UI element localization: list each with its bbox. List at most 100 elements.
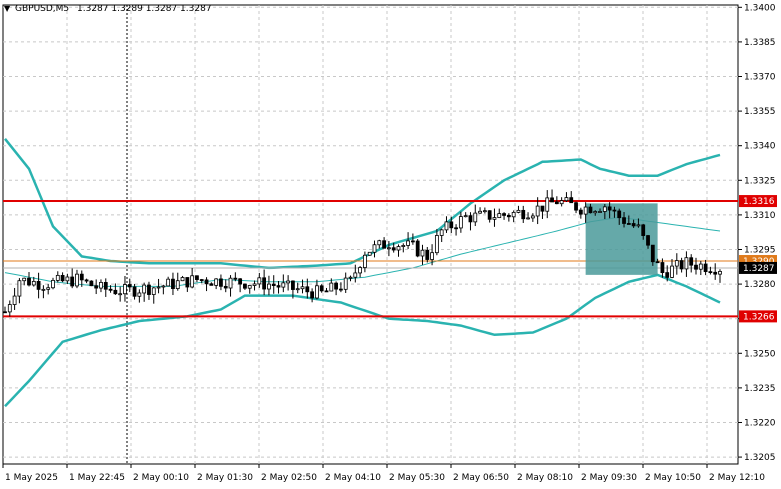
current-price-label: 1.3287 (743, 264, 775, 274)
candle-bear (185, 277, 190, 288)
candle-bear (319, 285, 324, 292)
bollinger-upper-line (4, 138, 721, 270)
y-tick-label: 1.3370 (744, 73, 776, 83)
candle-bull (718, 271, 722, 275)
y-tick-label: 1.3325 (744, 176, 776, 186)
candle-bull (593, 211, 598, 214)
candle-bear (449, 221, 454, 229)
candle-bull (530, 215, 535, 219)
candle-bear (127, 284, 132, 288)
plot-frame (2, 4, 739, 465)
candle-bull (295, 288, 300, 291)
x-tick-label: 2 May 10:50 (645, 473, 701, 483)
candle-bear (271, 283, 276, 286)
candle-bear (391, 247, 396, 251)
candle-bull (41, 288, 46, 291)
candles (3, 189, 722, 317)
candle-bear (622, 217, 626, 224)
level-price-label-bg (739, 310, 777, 323)
x-tick-label: 1 May 2025 (5, 473, 58, 483)
candle-bull (12, 295, 17, 305)
y-tick-label: 1.3295 (744, 245, 776, 255)
candle-bull (142, 284, 147, 294)
candle-bear (617, 210, 622, 219)
x-tick-label: 2 May 06:50 (453, 473, 509, 483)
candle-bear (713, 271, 718, 275)
candle-bull (31, 281, 36, 286)
candle-bear (339, 288, 343, 291)
candle-bull (497, 213, 502, 218)
candle-bear (425, 249, 430, 260)
current-price-label-bg (739, 261, 777, 274)
candle-bear (291, 280, 295, 290)
x-tick-label: 2 May 01:30 (197, 473, 253, 483)
candle-bear (238, 278, 243, 285)
x-tick-label: 1 May 22:45 (69, 473, 125, 483)
candle-bear (305, 286, 310, 293)
y-tick-label: 1.3385 (744, 38, 776, 48)
candle-bear (3, 311, 7, 314)
candle-bull (362, 254, 367, 268)
candle-bear (578, 209, 583, 215)
y-tick-label: 1.3250 (744, 349, 776, 359)
candle-bear (708, 271, 713, 274)
candle-bull (401, 245, 406, 247)
candle-bear (569, 197, 574, 204)
candle-bull (674, 260, 679, 267)
candle-bear (694, 264, 698, 270)
candle-bear (550, 197, 554, 203)
candle-bear (171, 278, 175, 289)
candle-bear (506, 215, 511, 218)
candle-bear (113, 289, 118, 295)
y-tick-label: 1.3340 (744, 142, 776, 152)
level-price-label-bg (739, 195, 777, 208)
candle-bear (243, 283, 247, 289)
candle-bull (406, 240, 410, 246)
candle-bull (46, 287, 51, 290)
y-tick-label: 1.3310 (744, 211, 776, 221)
candle-bear (454, 227, 458, 230)
candle-bear (219, 278, 223, 287)
candle-bear (27, 277, 31, 286)
candle-bear (195, 275, 199, 280)
y-tick-label: 1.3280 (744, 280, 776, 290)
candle-bull (166, 278, 171, 287)
x-tick-label: 2 May 05:30 (389, 473, 445, 483)
candle-bull (65, 276, 70, 282)
candle-bull (75, 273, 79, 287)
candle-bear (703, 263, 708, 273)
candle-bull (372, 244, 377, 253)
collapse-arrow-icon[interactable]: ▼ (4, 4, 11, 13)
candle-bull (516, 209, 521, 213)
ohlc-values: 1.3287 1.3289 1.3287 1.3287 (77, 4, 212, 14)
candle-bull (377, 240, 382, 246)
candle-bull (118, 293, 123, 296)
candle-bull (137, 292, 142, 297)
candle-bear (276, 285, 281, 288)
y-tick-label: 1.3400 (744, 3, 776, 13)
highlight-box-layer (585, 203, 658, 275)
level-price-label: 1.3316 (743, 197, 775, 207)
candle-bull (636, 224, 641, 227)
x-tick-label: 2 May 12:10 (709, 473, 765, 483)
candle-bull (252, 283, 257, 286)
candle-bull (367, 251, 372, 256)
candle-bull (535, 205, 540, 217)
candle-bull (434, 235, 439, 254)
candle-bull (257, 277, 262, 285)
candle-bull (545, 197, 550, 212)
candle-bear (147, 284, 151, 295)
candle-bull (396, 246, 401, 251)
y-tick-label: 1.3220 (744, 418, 776, 428)
candle-bull (348, 276, 353, 279)
candle-bull (300, 286, 305, 290)
candle-bull (559, 200, 564, 205)
candle-bear (310, 291, 315, 299)
candle-bull (430, 252, 434, 260)
candle-bear (84, 279, 89, 282)
candle-bull (228, 277, 233, 289)
candle-bear (689, 257, 694, 266)
candle-bull (564, 197, 569, 202)
candle-bull (17, 280, 22, 297)
